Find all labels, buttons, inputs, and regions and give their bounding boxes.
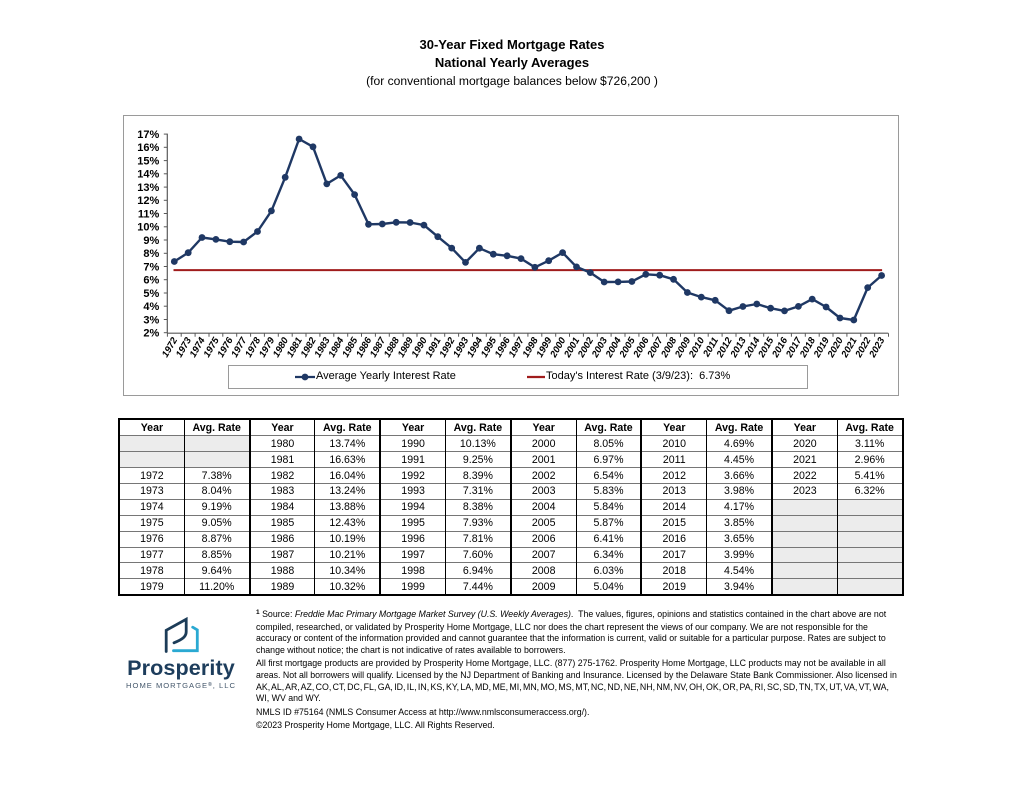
svg-text:14%: 14% [137, 169, 159, 181]
svg-text:11%: 11% [138, 208, 160, 220]
svg-text:16%: 16% [137, 142, 159, 154]
svg-text:12%: 12% [137, 195, 159, 207]
svg-text:6%: 6% [143, 275, 159, 287]
svg-text:4%: 4% [143, 301, 159, 313]
svg-text:2%: 2% [143, 328, 159, 340]
svg-text:7%: 7% [143, 261, 159, 273]
svg-text:2023: 2023 [867, 335, 888, 360]
svg-text:9%: 9% [143, 235, 159, 247]
svg-text:3%: 3% [143, 314, 159, 326]
svg-text:10%: 10% [137, 222, 159, 234]
svg-text:17%: 17% [137, 129, 159, 141]
svg-text:8%: 8% [143, 248, 159, 260]
svg-text:5%: 5% [143, 288, 159, 300]
svg-text:15%: 15% [137, 155, 159, 167]
svg-text:13%: 13% [137, 182, 159, 194]
